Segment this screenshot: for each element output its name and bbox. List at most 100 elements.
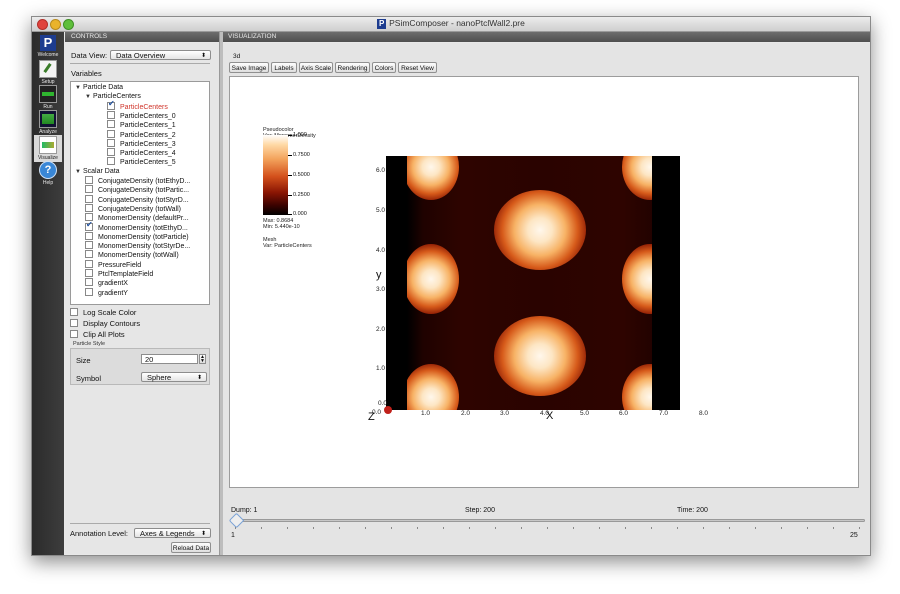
sidebar-item-run[interactable]: Run <box>34 85 62 110</box>
tree-item[interactable]: MonomerDensity (defaultPr... <box>85 213 189 222</box>
minimize-window-button[interactable] <box>50 19 61 30</box>
tree-item[interactable]: MonomerDensity (totEthyD... <box>85 220 188 232</box>
variables-tree[interactable]: ▼Particle Data▼ParticleCentersParticleCe… <box>70 81 210 305</box>
legend-range: Max: 0.8684 Min: 5.440e-10 <box>263 218 300 230</box>
tree-item[interactable]: MonomerDensity (totStyrDe... <box>85 241 190 250</box>
window-title: P PSimComposer - nanoPtclWall2.pre <box>32 18 870 29</box>
tree-item[interactable]: ParticleCenters <box>107 99 168 111</box>
tree-item[interactable]: ParticleCenters_3 <box>107 138 176 148</box>
close-window-button[interactable] <box>37 19 48 30</box>
tree-item-checkbox[interactable] <box>85 269 93 277</box>
mesh-legend-title: Mesh <box>263 237 277 243</box>
checkbox-box[interactable] <box>70 319 78 327</box>
log-scale-color-checkbox[interactable]: Log Scale Color <box>70 308 136 318</box>
tree-item-checkbox[interactable] <box>107 129 115 138</box>
tree-item-checkbox[interactable] <box>85 241 93 250</box>
size-stepper[interactable]: ▲ ▼ <box>199 354 206 364</box>
clip-all-plots-checkbox[interactable]: Clip All Plots <box>70 330 125 340</box>
annotation-level-select[interactable]: Axes & Legends ⬍ <box>134 528 211 538</box>
sidebar-item-visualize[interactable]: Visualize <box>34 135 62 162</box>
tree-item-checkbox[interactable] <box>107 99 115 110</box>
slider-tick <box>807 527 808 529</box>
size-value: 20 <box>145 355 154 364</box>
tree-item-checkbox[interactable] <box>85 176 93 184</box>
rendering-button[interactable]: Rendering <box>335 62 370 73</box>
tree-item[interactable]: ParticleCenters_4 <box>107 148 176 157</box>
visualization-header: VISUALIZATION <box>222 32 870 42</box>
tree-item-checkbox[interactable] <box>85 185 93 194</box>
legend-tick <box>288 214 292 215</box>
sidebar-item-label: Visualize <box>38 155 58 161</box>
density-blob <box>494 316 586 396</box>
tree-item-checkbox[interactable] <box>85 220 93 231</box>
tree-item-checkbox[interactable] <box>85 287 93 296</box>
checkbox-box[interactable] <box>70 330 78 338</box>
tree-item[interactable]: ParticleCenters_5 <box>107 157 176 166</box>
tree-item-checkbox[interactable] <box>107 110 115 119</box>
tree-item[interactable]: PtclTemplateField <box>85 269 153 278</box>
sidebar-item-label: Help <box>42 180 54 186</box>
visualization-panel: 3d Save Image Labels Axis Scale Renderin… <box>223 43 870 554</box>
slider-tick <box>781 527 782 529</box>
tree-item-checkbox[interactable] <box>107 148 115 157</box>
tree-item[interactable]: ParticleCenters_0 <box>107 110 176 120</box>
tree-item-checkbox[interactable] <box>85 278 93 287</box>
checkbox-box[interactable] <box>70 308 78 316</box>
time-controls: Dump: 1 Step: 200 Time: 200 1 25 <box>228 503 866 553</box>
tree-item-checkbox[interactable] <box>85 259 93 268</box>
tree-item[interactable]: ▼ Particle Data <box>75 83 123 92</box>
tree-item[interactable]: ConjugateDensity (totStyrD... <box>85 194 189 204</box>
display-contours-checkbox[interactable]: Display Contours <box>70 319 140 329</box>
tree-item-checkbox[interactable] <box>85 250 93 259</box>
disclosure-triangle-icon[interactable]: ▼ <box>85 94 91 101</box>
tree-item-checkbox[interactable] <box>107 157 115 166</box>
tree-item[interactable]: ConjugateDensity (totPartic... <box>85 185 189 194</box>
symbol-select[interactable]: Sphere ⬍ <box>141 372 207 382</box>
tree-item-checkbox[interactable] <box>85 194 93 203</box>
size-input[interactable]: 20 <box>141 354 198 364</box>
tree-item[interactable]: gradientY <box>85 287 128 297</box>
legend-min: Min: 5.440e-10 <box>263 224 300 230</box>
labels-button[interactable]: Labels <box>271 62 297 73</box>
colors-button[interactable]: Colors <box>372 62 396 73</box>
reset-view-button[interactable]: Reset View <box>398 62 437 73</box>
select-arrows-icon: ⬍ <box>200 53 206 59</box>
tree-item[interactable]: PressureField <box>85 259 141 269</box>
axis-scale-button[interactable]: Axis Scale <box>299 62 333 73</box>
render-canvas[interactable]: Pseudocolor Var: MonomerDensity 1.000 0.… <box>229 76 859 488</box>
annotation-level-label: Annotation Level: <box>70 529 128 538</box>
tree-item[interactable]: gradientX <box>85 278 128 287</box>
disclosure-triangle-icon[interactable]: ▼ <box>75 85 81 91</box>
sidebar-item-help[interactable]: ? Help <box>34 161 62 186</box>
help-icon: ? <box>39 161 57 179</box>
panel-splitter[interactable] <box>219 32 223 555</box>
disclosure-triangle-icon[interactable]: ▼ <box>75 168 81 175</box>
tree-item-checkbox[interactable] <box>107 120 115 129</box>
sidebar-item-analyze[interactable]: Analyze <box>34 110 62 135</box>
tree-item[interactable]: ▼ ParticleCenters <box>85 92 141 101</box>
sidebar-item-setup[interactable]: Setup <box>34 60 62 85</box>
tree-item[interactable]: MonomerDensity (totWall) <box>85 250 179 259</box>
dump-slider-thumb[interactable] <box>228 512 245 529</box>
dump-slider-track[interactable] <box>233 519 865 522</box>
legend-max: Max: 0.8684 <box>263 218 294 224</box>
tree-item-checkbox[interactable] <box>85 231 93 240</box>
variables-label: Variables <box>71 69 102 78</box>
zoom-window-button[interactable] <box>63 19 74 30</box>
time-label: Time: 200 <box>677 507 708 514</box>
tree-item[interactable]: MonomerDensity (totParticle) <box>85 231 189 241</box>
reload-data-button[interactable]: Reload Data <box>171 542 211 553</box>
sidebar-item-welcome[interactable]: P Welcome <box>34 35 62 58</box>
tree-item-checkbox[interactable] <box>107 138 115 147</box>
tree-item[interactable]: ▼ Scalar Data <box>75 167 120 176</box>
tree-item[interactable]: ParticleCenters_1 <box>107 120 176 129</box>
tree-item-checkbox[interactable] <box>85 203 93 212</box>
tree-item[interactable]: ConjugateDensity (totWall) <box>85 203 181 213</box>
tree-item-label: ConjugateDensity (totEthyD... <box>98 178 191 185</box>
view-mode-label: 3d <box>233 53 241 60</box>
tree-item[interactable]: ParticleCenters_2 <box>107 129 176 139</box>
data-view-select[interactable]: Data Overview ⬍ <box>110 50 211 60</box>
legend-tick <box>288 195 292 196</box>
tree-item[interactable]: ConjugateDensity (totEthyD... <box>85 176 190 185</box>
save-image-button[interactable]: Save Image <box>229 62 269 73</box>
